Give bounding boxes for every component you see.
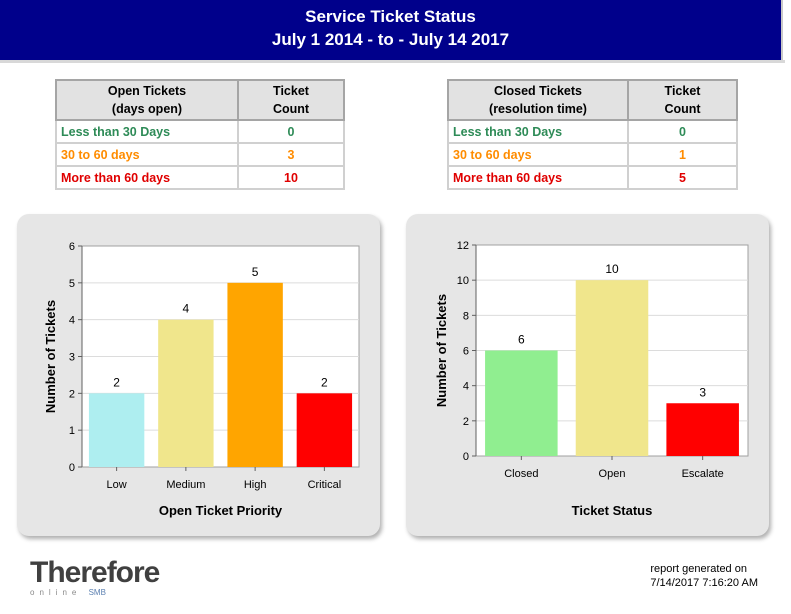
y-tick-label: 5 xyxy=(69,278,75,290)
y-tick-label: 0 xyxy=(463,451,469,463)
bar-value-label: 4 xyxy=(183,302,190,316)
bar-value-label: 5 xyxy=(252,265,259,279)
row-label: 30 to 60 days xyxy=(55,142,239,167)
generated-time: 7/14/2017 7:16:20 AM xyxy=(650,577,758,589)
bar xyxy=(575,280,649,456)
y-tick-label: 1 xyxy=(69,425,75,437)
row-label: Less than 30 Days xyxy=(447,119,629,144)
report-title: Service Ticket Status xyxy=(305,7,476,26)
x-tick-label: High xyxy=(244,479,267,491)
row-count: 5 xyxy=(627,165,738,190)
logo-sub-text: online xyxy=(30,588,82,597)
table-row: Less than 30 Days 0 xyxy=(447,119,738,144)
y-tick-label: 8 xyxy=(463,310,469,322)
y-tick-label: 3 xyxy=(69,352,75,364)
open-count-header-line1: Ticket xyxy=(273,84,309,98)
y-tick-label: 0 xyxy=(69,462,75,474)
closed-tickets-header-line1: Closed Tickets xyxy=(493,84,582,98)
table-row: More than 60 days 5 xyxy=(447,165,738,190)
closed-count-header-line1: Ticket xyxy=(664,84,701,98)
closed-count-header-line2: Count xyxy=(664,102,701,116)
report-header: Service Ticket Status July 1 2014 - to -… xyxy=(0,0,783,60)
bar-value-label: 6 xyxy=(518,333,525,347)
bar-value-label: 3 xyxy=(699,385,706,399)
row-label: More than 60 days xyxy=(55,165,239,190)
y-tick-label: 4 xyxy=(463,381,469,393)
open-tickets-table: Open Tickets (days open) Ticket Count Le… xyxy=(55,79,345,190)
y-tick-label: 4 xyxy=(69,315,75,327)
open-tickets-header: Open Tickets (days open) xyxy=(55,79,239,121)
x-tick-label: Closed xyxy=(504,468,538,480)
bar xyxy=(227,282,283,467)
bar xyxy=(88,393,145,467)
closed-count-header: Ticket Count xyxy=(627,79,738,121)
open-count-header: Ticket Count xyxy=(237,79,345,121)
open-count-header-line2: Count xyxy=(272,102,310,116)
report-date-range: July 1 2014 - to - July 14 2017 xyxy=(271,30,510,49)
open-tickets-header-line1: Open Tickets xyxy=(107,84,187,98)
closed-tickets-table: Closed Tickets (resolution time) Ticket … xyxy=(447,79,738,190)
row-count: 1 xyxy=(627,142,738,167)
row-count: 3 xyxy=(237,142,345,167)
table-row: Less than 30 Days 0 xyxy=(55,119,345,144)
closed-tickets-header-line2: (resolution time) xyxy=(489,102,587,116)
therefore-logo: Therefore online SMB xyxy=(30,556,160,597)
status-chart: 0 2 4 6 8 10 12 6 Closed 10 Open 3 Escalate Ticket St… xyxy=(434,240,749,518)
y-tick-label: 6 xyxy=(69,241,75,253)
open-tickets-header-line2: (days open) xyxy=(111,102,183,116)
bar xyxy=(158,319,214,467)
y-tick-label: 12 xyxy=(457,240,469,252)
generated-label: report generated on xyxy=(650,563,747,575)
priority-chart: 0 1 2 3 4 5 6 2 Low 4 Medium 5 High 2 Critical Open Tic… xyxy=(43,241,360,518)
x-axis-label: Open Ticket Priority xyxy=(159,503,283,518)
table-row: 30 to 60 days 3 xyxy=(55,142,345,167)
bar-value-label: 10 xyxy=(605,262,619,276)
status-chart-panel: 0 2 4 6 8 10 12 6 Closed 10 Open 3 Escalate Ticket St… xyxy=(406,214,769,536)
table-row: 30 to 60 days 1 xyxy=(447,142,738,167)
row-label: 30 to 60 days xyxy=(447,142,629,167)
row-count: 0 xyxy=(627,119,738,144)
bar-value-label: 2 xyxy=(113,375,120,389)
x-tick-label: Critical xyxy=(308,479,342,491)
bar-value-label: 2 xyxy=(321,375,328,389)
closed-tickets-header: Closed Tickets (resolution time) xyxy=(447,79,629,121)
y-axis-label: Number of Tickets xyxy=(43,300,58,413)
priority-chart-panel: 0 1 2 3 4 5 6 2 Low 4 Medium 5 High 2 Critical Open Tic… xyxy=(17,214,380,536)
x-tick-label: Open xyxy=(599,468,626,480)
y-tick-label: 2 xyxy=(463,416,469,428)
bar xyxy=(485,350,558,456)
table-row: More than 60 days 10 xyxy=(55,165,345,190)
row-label: More than 60 days xyxy=(447,165,629,190)
y-tick-label: 6 xyxy=(463,346,469,358)
x-axis-label: Ticket Status xyxy=(572,503,653,518)
row-label: Less than 30 Days xyxy=(55,119,239,144)
bar xyxy=(666,403,739,456)
header-shadow xyxy=(0,60,785,63)
logo-smb: SMB xyxy=(88,588,106,597)
y-tick-label: 10 xyxy=(457,275,469,287)
x-tick-label: Medium xyxy=(166,479,205,491)
x-tick-label: Low xyxy=(107,479,127,491)
y-tick-label: 2 xyxy=(69,388,75,400)
row-count: 0 xyxy=(237,119,345,144)
bar xyxy=(296,393,353,467)
generated-info: report generated on 7/14/2017 7:16:20 AM xyxy=(650,562,758,590)
y-axis-label: Number of Tickets xyxy=(434,294,449,407)
logo-sub: online SMB xyxy=(30,588,159,597)
x-tick-label: Escalate xyxy=(682,468,724,480)
logo-brand: Therefore xyxy=(30,556,160,589)
row-count: 10 xyxy=(237,165,345,190)
